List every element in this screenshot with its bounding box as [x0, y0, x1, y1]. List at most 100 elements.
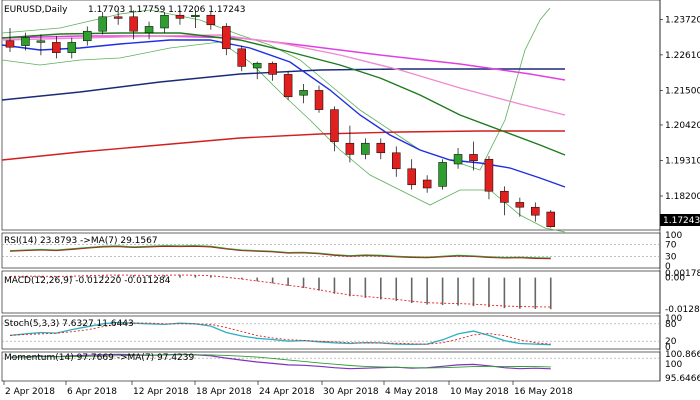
- bearish-candle: [484, 158, 494, 192]
- bearish-candle: [113, 16, 123, 19]
- bearish-candle: [531, 206, 540, 216]
- bullish-candle: [191, 14, 200, 17]
- last-price-value: 1.17243: [663, 216, 700, 226]
- bearish-candle: [392, 152, 401, 170]
- momentum-axis: 100.8662100 95.6466: [665, 350, 700, 384]
- stoch-tick-label: 0: [665, 343, 671, 353]
- bearish-candle: [268, 62, 277, 75]
- bullish-candle: [252, 62, 262, 69]
- price-tick-label: 1.21500: [665, 86, 700, 96]
- last-price-tag: 1.17243: [660, 214, 700, 226]
- rsi-tick-label: 100: [665, 231, 682, 241]
- macd-panel[interactable]: MACD(12,26,9) -0.012220 -0.011284 0.0017…: [4, 269, 700, 315]
- bollinger-lower-line: [1, 41, 566, 233]
- macd-signal-line: [9, 274, 551, 308]
- bearish-candle: [422, 179, 432, 189]
- stoch-tick-label: 80: [665, 320, 677, 330]
- momentum-line: [9, 353, 551, 370]
- momentum-tick-label: 100.8662: [665, 350, 700, 360]
- date-tick-label: 30 Apr 2018: [323, 387, 379, 397]
- bearish-candle: [206, 14, 216, 26]
- bullish-candle: [36, 40, 46, 43]
- ma-magenta-line: [1, 35, 566, 81]
- rsi-tick-label: 70: [665, 240, 677, 250]
- price-panel[interactable]: EURUSD,Daily 1.17703 1.17759 1.17206 1.1…: [1, 5, 700, 233]
- date-axis: 2 Apr 2018 6 Apr 2018 12 Apr 2018 18 Apr 20…: [3, 381, 573, 397]
- ma-green-line: [1, 32, 566, 156]
- momentum-tick-label: 100: [665, 360, 682, 370]
- stoch-d-line: [9, 322, 551, 345]
- bearish-candle: [345, 142, 355, 155]
- bearish-candle: [222, 26, 231, 50]
- stoch-label: Stoch(5,3,3) 7.6327 11.6443: [4, 319, 134, 329]
- bearish-candle: [175, 14, 185, 19]
- date-tick-label: 10 May 2018: [450, 387, 509, 397]
- price-axis: 1.23720 1.22610 1.21500 1.20420 1.19310 1.182…: [660, 15, 700, 202]
- macd-tick-label: 0.001789: [665, 269, 700, 279]
- price-tick-label: 1.19310: [665, 156, 700, 166]
- panel-border: [1, 315, 661, 350]
- panel-border: [1, 232, 661, 269]
- macd-label: MACD(12,26,9) -0.012220 -0.011284: [4, 276, 171, 286]
- date-tick-label: 16 May 2018: [514, 387, 573, 397]
- rsi-ma-line: [9, 245, 551, 259]
- bullish-candle: [438, 162, 447, 187]
- symbol-label: EURUSD,Daily: [4, 5, 68, 15]
- price-tick-label: 1.23720: [665, 15, 700, 25]
- bullish-candle: [453, 154, 463, 165]
- macd-tick-label: 0.00: [665, 274, 685, 284]
- date-tick-label: 4 May 2018: [385, 387, 438, 397]
- momentum-lines: [2, 353, 660, 370]
- bearish-candle: [237, 48, 246, 67]
- ohlc-readout: 1.17703 1.17759 1.17206 1.17243: [88, 5, 245, 15]
- bullish-candle: [67, 42, 77, 53]
- bearish-candle: [546, 211, 555, 227]
- date-tick-label: 2 Apr 2018: [5, 387, 55, 397]
- momentum-label: Momentum(14) 97.7669 ->MA(7) 97.4239: [4, 353, 195, 363]
- ma-navy-line: [1, 68, 565, 101]
- ma-pink-line: [1, 34, 566, 116]
- bullish-candle: [160, 14, 169, 29]
- rsi-tick-label: 0: [665, 262, 671, 272]
- bearish-candle: [52, 42, 61, 53]
- bearish-candle: [376, 142, 386, 154]
- date-tick-label: 6 Apr 2018: [67, 387, 117, 397]
- rsi-line: [9, 245, 551, 260]
- price-tick-label: 1.18200: [665, 192, 700, 202]
- bearish-candle: [500, 190, 509, 203]
- price-tick-label: 1.22610: [665, 51, 700, 61]
- bearish-candle: [5, 40, 15, 48]
- bollinger-upper-line: [1, 7, 551, 171]
- ma-red-line: [1, 130, 565, 161]
- bearish-candle: [330, 109, 339, 142]
- macd-tick-label: -0.012887: [665, 305, 700, 315]
- bullish-candle: [361, 142, 370, 155]
- momentum-panel[interactable]: Momentum(14) 97.7669 ->MA(7) 97.4239 100…: [2, 350, 700, 384]
- macd-histogram: [9, 274, 552, 310]
- bearish-candle: [407, 168, 416, 186]
- bearish-candle: [469, 154, 478, 162]
- momentum-tick-label: 95.6466: [665, 374, 700, 384]
- bullish-candle: [83, 30, 92, 42]
- macd-axis: 0.0017890.00 -0.012887: [665, 269, 700, 315]
- stochastic-lines: [2, 321, 660, 346]
- bearish-candle: [129, 16, 138, 32]
- bullish-candle: [144, 26, 154, 34]
- bearish-candle: [314, 90, 324, 110]
- momentum-ma-line: [9, 354, 551, 369]
- date-tick-label: 12 Apr 2018: [133, 387, 189, 397]
- bullish-candle: [21, 37, 30, 46]
- date-tick-label: 18 Apr 2018: [196, 387, 252, 397]
- bullish-candle: [299, 90, 308, 96]
- bearish-candle: [515, 202, 525, 208]
- price-tick-label: 1.20420: [665, 121, 700, 131]
- rsi-label: RSI(14) 23.8793 ->MA(7) 29.1567: [4, 236, 158, 246]
- stoch-k-line: [9, 321, 551, 346]
- bearish-candle: [283, 74, 293, 98]
- candlestick-series: [5, 8, 555, 228]
